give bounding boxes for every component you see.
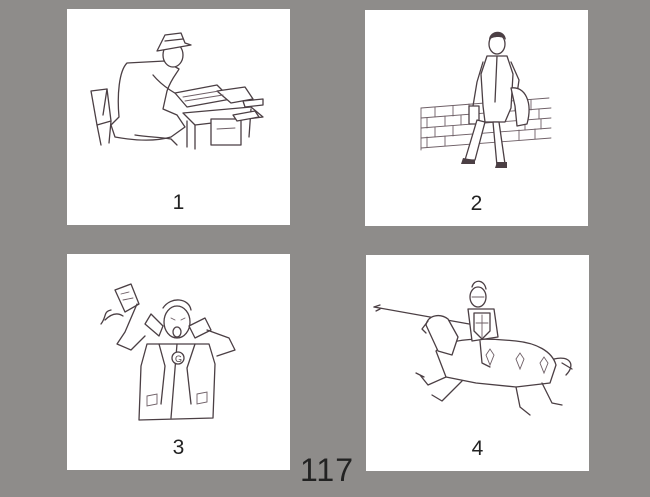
card-number-4: 4 xyxy=(471,437,484,460)
card-number-2: 2 xyxy=(470,192,483,215)
picture-card-3: G 3 xyxy=(67,254,290,470)
knight-jousting-icon xyxy=(373,280,573,416)
startled-man-icon: G xyxy=(100,283,236,421)
page-number: 117 xyxy=(300,452,355,488)
picture-card-1: 1 xyxy=(67,9,290,225)
picture-card-2: 2 xyxy=(365,10,588,226)
picture-card-4: 4 xyxy=(366,255,589,471)
typist-icon xyxy=(90,32,264,150)
card-number-3: 3 xyxy=(172,436,185,459)
walking-man-icon xyxy=(420,31,552,168)
svg-text:G: G xyxy=(175,354,182,364)
card-number-1: 1 xyxy=(172,191,185,214)
